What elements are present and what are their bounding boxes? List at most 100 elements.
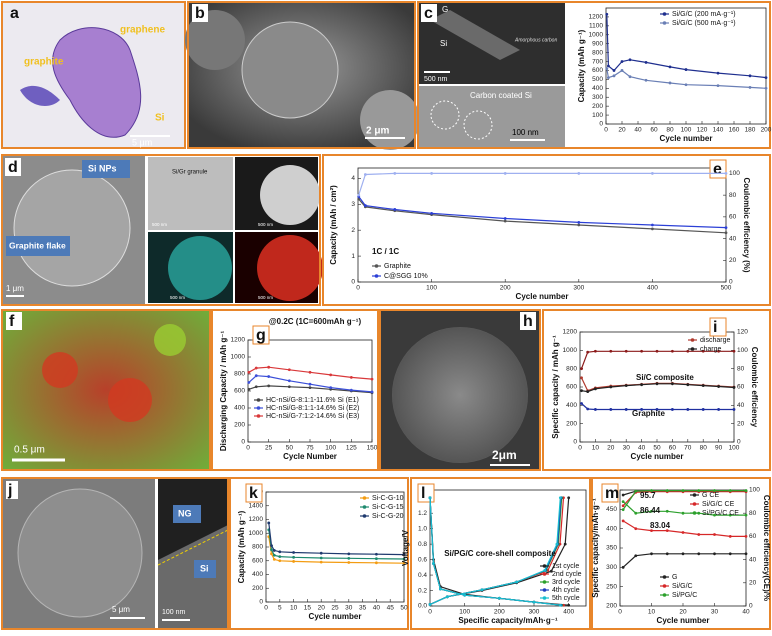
x-tick-label: 0 <box>604 127 608 134</box>
panel-a: a graphite graphene Si 5 μm <box>1 1 186 149</box>
data-point <box>363 173 367 176</box>
data-point <box>628 75 632 79</box>
data-point <box>624 384 628 388</box>
annotation: 83.04 <box>650 521 671 530</box>
legend-marker <box>362 505 367 509</box>
data-point <box>543 569 547 572</box>
data-point <box>267 375 271 378</box>
x-tick-label: 200 <box>494 609 505 616</box>
data-point <box>580 367 583 371</box>
y-tick-label: 600 <box>234 388 245 395</box>
data-point <box>549 569 553 573</box>
data-point <box>287 368 291 372</box>
y-tick-label: 100 <box>592 112 603 119</box>
data-point <box>287 379 291 383</box>
y-tick-label: 300 <box>592 94 603 101</box>
data-point <box>267 365 271 369</box>
data-point <box>558 496 562 500</box>
data-point <box>612 69 616 72</box>
y-axis-label: Specific capacity/mAh·g⁻¹ <box>591 498 600 598</box>
blob <box>52 27 142 138</box>
data-point <box>728 489 732 492</box>
panel-label-box <box>709 317 727 337</box>
series-line <box>358 198 727 234</box>
panel-d: d Si NPs Graphite flake Si/Gr granule 1 … <box>1 154 323 306</box>
data-point <box>671 382 674 386</box>
label: NG <box>178 508 192 518</box>
data-point <box>463 593 467 597</box>
x-tick-label: 300 <box>529 609 540 616</box>
y-tick-label: 1400 <box>249 502 264 509</box>
data-point <box>728 535 732 538</box>
legend-marker <box>692 502 697 506</box>
legend-label: G <box>672 574 677 581</box>
data-point <box>621 519 625 523</box>
y-tick-label: 1.2 <box>418 510 427 517</box>
legend-marker <box>662 575 667 579</box>
legend-label: 3rd cycle <box>552 579 580 586</box>
y-tick-label: 450 <box>606 506 617 513</box>
map <box>257 235 323 301</box>
label-box <box>192 4 208 22</box>
data-point <box>292 560 295 563</box>
data-point <box>640 383 643 387</box>
plot-frame <box>619 489 747 607</box>
data-point <box>713 513 716 517</box>
panel-label: e <box>713 161 722 178</box>
data-point <box>347 556 351 560</box>
y-tick-label: 1200 <box>589 14 604 21</box>
data-point <box>681 511 685 515</box>
y-axis-label: Capacity (mAh g⁻¹) <box>577 29 586 102</box>
y2-tick-label: 40 <box>729 235 737 242</box>
data-point <box>650 529 653 532</box>
panel-label: b <box>195 5 205 22</box>
legend-label: G CE <box>702 492 719 499</box>
data-point <box>728 513 732 517</box>
data-point <box>428 603 432 606</box>
data-point <box>272 557 276 561</box>
data-point <box>650 489 653 492</box>
y2-tick-label: 0 <box>737 439 741 446</box>
y-tick-label: 800 <box>252 544 263 551</box>
data-point <box>684 68 688 71</box>
data-point <box>292 555 295 559</box>
legend-label: Si/PG/C CE <box>702 510 739 517</box>
image <box>418 86 565 148</box>
scale-label: 500 nm <box>424 76 448 83</box>
panel-label: m <box>605 485 619 502</box>
y-tick-label: 1.0 <box>418 525 427 532</box>
x-tick-label: 0 <box>428 609 432 616</box>
y-tick-label: 300 <box>606 564 617 571</box>
y-tick-label: 1 <box>351 253 355 260</box>
x-tick-label: 120 <box>697 127 708 134</box>
border <box>1 477 229 630</box>
label: Si/Gr granule <box>172 170 208 176</box>
chart-title: @0.2C (1C=600mAh g⁻¹) <box>269 317 362 326</box>
data-point <box>624 349 628 353</box>
particle <box>392 327 528 463</box>
legend-marker <box>256 406 261 410</box>
x-tick-label: 0 <box>356 285 360 292</box>
panel-label: g <box>256 327 266 344</box>
x-tick-label: 35 <box>359 605 367 612</box>
data-point <box>713 489 716 492</box>
data-point <box>748 74 752 78</box>
panel-label: h <box>523 313 533 330</box>
y2-tick-label: 40 <box>737 402 745 409</box>
label-box <box>6 236 70 256</box>
data-point <box>558 603 562 607</box>
label-box <box>173 505 201 523</box>
y-tick-label: 0 <box>259 599 263 606</box>
data-point <box>665 489 669 492</box>
legend-label: Si/G/C CE <box>702 501 735 508</box>
data-point <box>607 64 610 68</box>
scale-label: 100 nm <box>512 128 539 137</box>
particle <box>360 90 420 150</box>
data-point <box>605 12 609 16</box>
scale-label: 5 μm <box>132 137 152 147</box>
x-tick-label: 100 <box>426 285 437 292</box>
legend-marker <box>662 12 667 16</box>
y-tick-label: 200 <box>252 585 263 592</box>
border <box>211 309 379 471</box>
x-tick-label: 50 <box>653 445 661 452</box>
